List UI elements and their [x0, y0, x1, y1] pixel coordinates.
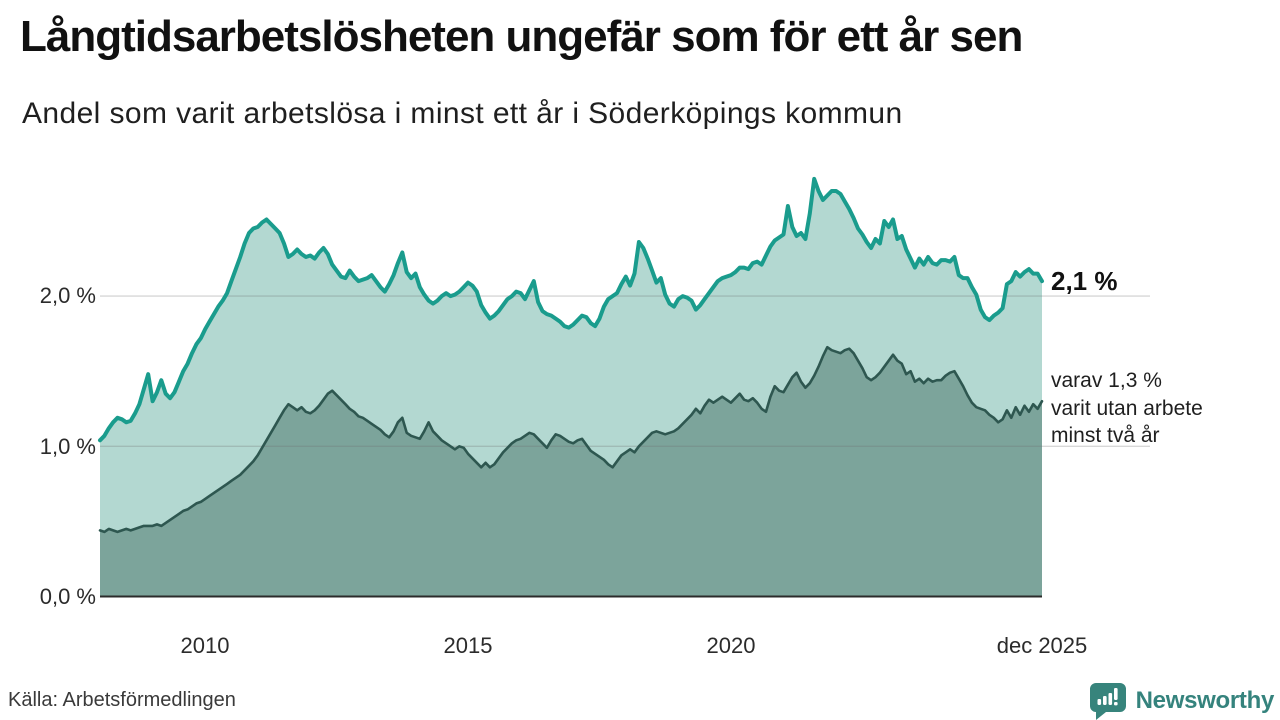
page-title: Långtidsarbetslösheten ungefär som för e…	[20, 12, 1023, 61]
secondary-annotation: varav 1,3 % varit utan arbete minst två …	[1051, 367, 1203, 450]
speech-bubble-shape	[1089, 683, 1126, 720]
latest-value-label: 2,1 %	[1051, 266, 1118, 296]
secondary-annotation-line2: varit utan arbete	[1051, 396, 1203, 420]
x-axis-tick-2015: 2015	[443, 633, 493, 658]
x-axis-tick-dec-2025: dec 2025	[996, 633, 1088, 658]
exclamation-bar	[1113, 688, 1118, 700]
y-axis-tick-1: 1,0 %	[39, 434, 96, 459]
series-1-line	[98, 176, 1044, 443]
y-axis-tick-2: 2,0 %	[39, 283, 96, 308]
newsworthy-logo-icon	[1089, 683, 1126, 720]
y-axis-tick-0: 0,0 %	[39, 584, 96, 609]
series-2-line	[98, 345, 1044, 534]
newsworthy-logo-text: Newsworthy	[1135, 687, 1275, 714]
x-axis-tick-2010: 2010	[180, 633, 230, 658]
page-subtitle: Andel som varit arbetslösa i minst ett å…	[22, 97, 903, 130]
source-text: Källa: Arbetsförmedlingen	[8, 689, 236, 711]
bar-chart-glyph	[1097, 688, 1118, 706]
newsworthy-logo: Newsworthy	[1089, 682, 1274, 720]
secondary-annotation-line3: minst två år	[1051, 424, 1160, 447]
secondary-annotation-line1: varav 1,3 %	[1051, 369, 1162, 392]
exclamation-dot	[1113, 702, 1118, 706]
x-axis-tick-2020: 2020	[706, 633, 756, 658]
series-2-area	[100, 347, 1042, 597]
